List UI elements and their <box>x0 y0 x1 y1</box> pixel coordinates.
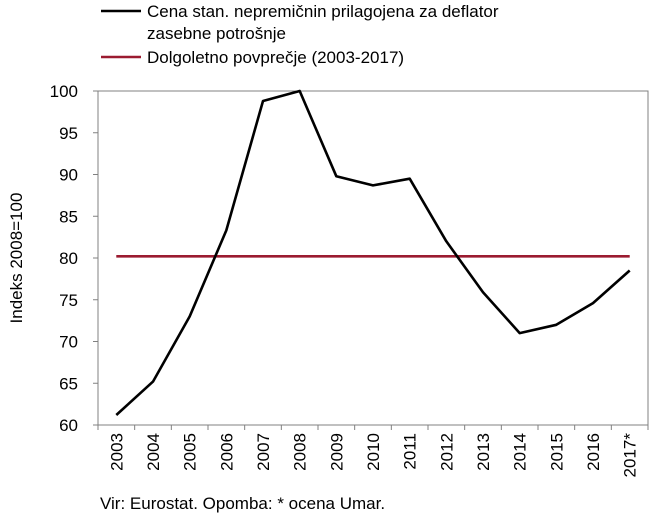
plot-area-frame <box>97 90 649 426</box>
legend: Cena stan. nepremičnin prilagojena za de… <box>101 2 499 67</box>
x-tick-label: 2009 <box>327 433 346 471</box>
x-tick-label: 2006 <box>217 433 236 471</box>
x-axis: 2003 2004 2005 2006 2007 2008 2009 2010 2011 2012… <box>97 425 649 478</box>
y-tick-label: 75 <box>59 291 78 310</box>
y-tick-label: 90 <box>59 166 78 185</box>
x-tick-label: 2007 <box>254 433 273 471</box>
x-tick-label: 2011 <box>401 433 420 470</box>
source-footnote: Vir: Eurostat. Opomba: * ocena Umar. <box>100 494 385 513</box>
y-axis-title: Indeks 2008=100 <box>7 193 26 324</box>
y-tick-label: 95 <box>59 124 78 143</box>
y-axis: 60 65 70 75 80 85 90 95 100 <box>50 82 98 435</box>
y-tick-label: 60 <box>59 416 78 435</box>
y-tick-label: 80 <box>59 249 78 268</box>
x-tick-label: 2016 <box>584 433 603 471</box>
x-tick-label: 2012 <box>437 433 456 471</box>
x-tick-label: 2005 <box>181 433 200 471</box>
x-tick-label: 2013 <box>474 433 493 471</box>
y-tick-label: 100 <box>50 82 78 101</box>
x-tick-label: 2015 <box>547 433 566 471</box>
x-tick-label: 2003 <box>107 433 126 471</box>
y-tick-label: 70 <box>59 333 78 352</box>
legend-label: zasebne potrošnje <box>147 24 286 43</box>
series-line-price <box>115 89 631 416</box>
x-tick-label: 2008 <box>291 433 310 471</box>
x-tick-label: 2004 <box>144 433 163 471</box>
y-tick-label: 65 <box>59 374 78 393</box>
x-tick-label: 2017* <box>621 433 640 478</box>
legend-label: Dolgoletno povprečje (2003-2017) <box>147 48 404 67</box>
series-layer <box>115 89 631 416</box>
y-tick-label: 85 <box>59 207 78 226</box>
legend-label: Cena stan. nepremičnin prilagojena za de… <box>147 2 499 21</box>
x-tick-label: 2014 <box>511 433 530 471</box>
x-tick-label: 2010 <box>364 433 383 471</box>
